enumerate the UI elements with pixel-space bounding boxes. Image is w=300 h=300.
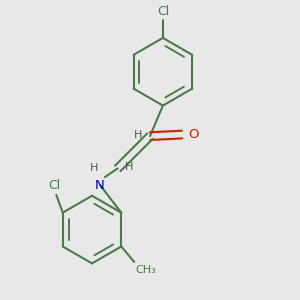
Text: O: O [189, 128, 199, 141]
Text: H: H [134, 130, 142, 140]
Text: H: H [125, 162, 133, 172]
Text: CH₃: CH₃ [136, 265, 157, 275]
Text: Cl: Cl [49, 179, 61, 192]
Text: Cl: Cl [157, 5, 169, 18]
Text: H: H [90, 164, 98, 173]
Text: N: N [95, 178, 105, 192]
